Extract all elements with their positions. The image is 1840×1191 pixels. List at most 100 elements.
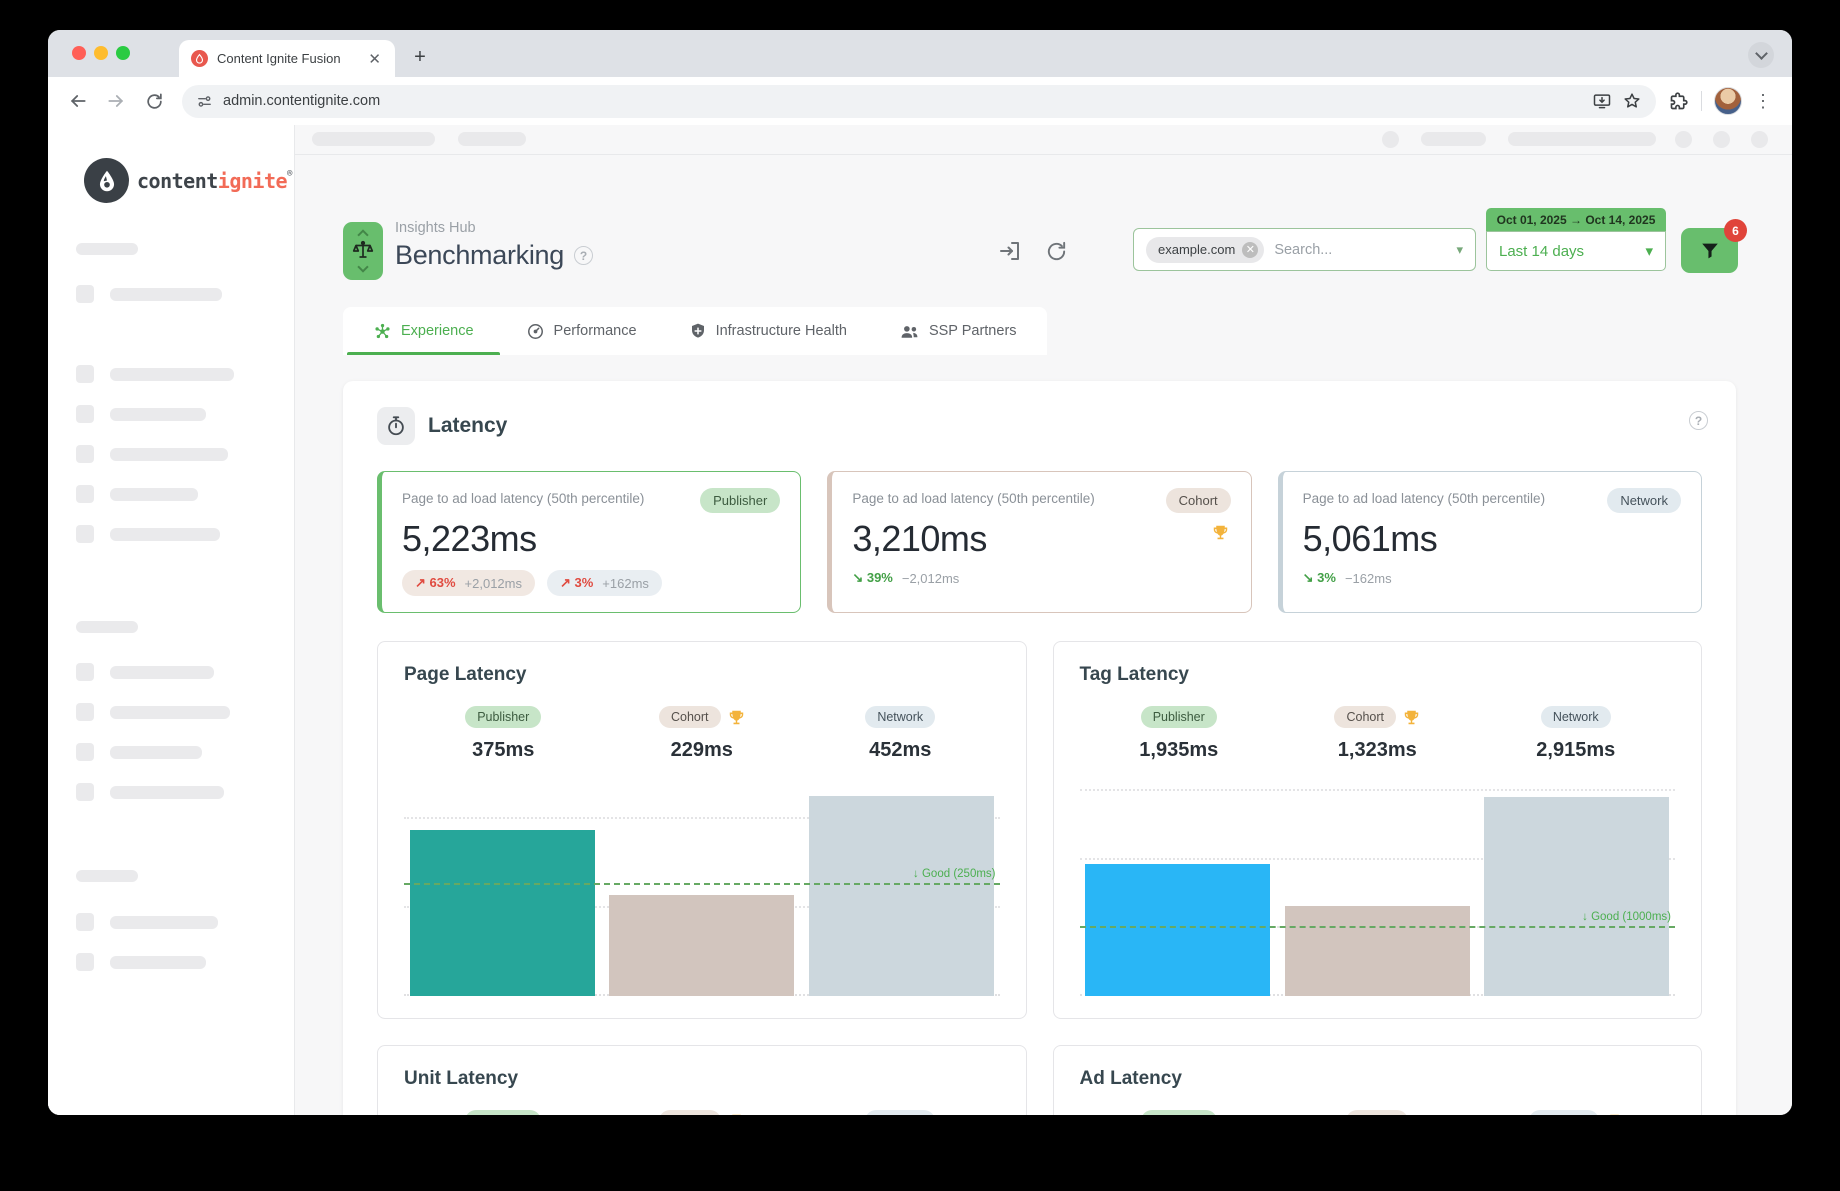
profile-avatar[interactable] <box>1714 87 1742 115</box>
metric-badge: Cohort <box>1165 488 1231 513</box>
stat-badge-wrap: Cohort <box>1334 706 1420 728</box>
tab-infrastructure-health[interactable]: Infrastructure Health <box>663 307 873 355</box>
page-help-icon[interactable]: ? <box>574 246 593 265</box>
app-logo[interactable]: contentignite® <box>84 158 292 203</box>
delta-percent: ↗ 63% <box>415 575 456 590</box>
tab-label: Performance <box>553 323 637 339</box>
bookmark-star-icon[interactable] <box>1622 91 1642 111</box>
latency-summary-card-publisher: Page to ad load latency (50th percentile… <box>377 471 802 613</box>
latency-section-card: Latency ? Page to ad load latency (50th … <box>343 381 1736 1115</box>
stopwatch-icon <box>377 407 415 445</box>
trophy-icon <box>1609 1114 1619 1115</box>
trophy-icon <box>728 1113 745 1115</box>
close-window-button[interactable] <box>72 46 86 60</box>
stat-badge-wrap: Network <box>1540 706 1611 728</box>
tab-experience[interactable]: Experience <box>347 307 500 355</box>
chart-bar-publisher <box>1085 864 1271 996</box>
delta-pill: ↘ 39% −2,012ms <box>852 570 959 586</box>
chart-card-page-latency: Page Latency Publisher 375ms Cohort 229ms Net… <box>377 641 1027 1019</box>
browser-tab[interactable]: Content Ignite Fusion ✕ <box>179 40 395 77</box>
browser-tabstrip: Content Ignite Fusion ✕ + <box>48 30 1792 77</box>
sidebar-skeleton-item <box>76 445 228 463</box>
chart-stat-network: Network 2,915ms <box>1477 706 1676 762</box>
stat-value: 1,323ms <box>1337 739 1417 761</box>
sidebar-skeleton-item <box>76 663 214 681</box>
chart-stats-row: Publisher 1,935ms Cohort 1,323ms Network 2,91… <box>1080 706 1676 762</box>
section-help-icon[interactable]: ? <box>1689 411 1708 430</box>
chevron-down-icon <box>357 261 369 273</box>
export-icon[interactable] <box>996 237 1024 265</box>
browser-window: Content Ignite Fusion ✕ + admin.contenti… <box>48 30 1792 1115</box>
tab-label: Experience <box>401 323 474 339</box>
gridline <box>404 816 1000 819</box>
metric-badge: Publisher <box>700 488 781 513</box>
site-settings-icon[interactable] <box>196 93 213 110</box>
back-button[interactable] <box>62 85 94 117</box>
metric-label: Page to ad load latency (50th percentile… <box>402 491 645 506</box>
delta-percent: ↘ 3% <box>1302 570 1336 585</box>
metric-value: 5,061ms <box>1302 518 1438 559</box>
refresh-icon[interactable] <box>1042 237 1070 265</box>
topstrip-skeleton <box>312 132 435 146</box>
toolbar-divider <box>1701 91 1702 111</box>
topstrip-skeleton <box>1751 131 1768 148</box>
zoom-window-button[interactable] <box>116 46 130 60</box>
topstrip-skeleton <box>1675 131 1692 148</box>
sidebar-skeleton-item <box>76 953 206 971</box>
tab-label: Infrastructure Health <box>715 323 847 339</box>
chart-title: Tag Latency <box>1079 664 1189 685</box>
search-input[interactable]: Search... <box>1274 241 1333 258</box>
chart-stat-network: Network1,137ms <box>1477 1110 1676 1115</box>
stat-badge: Network <box>865 706 936 728</box>
chart-card-tag-latency: Tag Latency Publisher 1,935ms Cohort 1,323ms… <box>1052 641 1702 1019</box>
gridline <box>1079 857 1675 860</box>
site-search-combobox[interactable]: example.com ✕ Search... ▾ <box>1133 228 1476 271</box>
bar-chart-plot: ↓ Good (1000ms) <box>1079 788 1675 996</box>
stat-badge: Publisher <box>1140 706 1217 728</box>
date-range-select[interactable]: Last 14 days ▾ <box>1486 231 1666 271</box>
delta-pill: ↘ 3% −162ms <box>1303 570 1392 586</box>
filter-count-badge: 6 <box>1724 219 1747 242</box>
benchmarking-scales-icon[interactable] <box>343 222 383 280</box>
trophy-icon <box>731 1114 741 1115</box>
delta-pill: ↗ 63% +2,012ms <box>402 570 535 596</box>
sidebar-skeleton-item <box>76 365 234 383</box>
sidebar-skeleton-item <box>76 743 202 761</box>
chart-stats-row: Publisher1,584msCohort1,173msNetwork1,13… <box>1080 1110 1676 1115</box>
date-range-widget: Oct 01, 2025 → Oct 14, 2025 Last 14 days… <box>1486 208 1666 271</box>
forward-button[interactable] <box>100 85 132 117</box>
latency-summary-row: Page to ad load latency (50th percentile… <box>377 471 1702 613</box>
browser-menu-icon[interactable]: ⋮ <box>1754 90 1772 111</box>
chart-stat-cohort: Cohort486ms <box>603 1110 802 1115</box>
site-favicon-icon <box>191 50 208 67</box>
minimize-window-button[interactable] <box>94 46 108 60</box>
tab-close-icon[interactable]: ✕ <box>368 50 381 68</box>
good-threshold-line <box>404 883 1000 886</box>
tab-search-button[interactable] <box>1748 42 1774 68</box>
install-app-icon[interactable] <box>1592 91 1612 111</box>
sidebar-skeleton-item <box>76 525 220 543</box>
url-bar[interactable]: admin.contentignite.com <box>182 84 1656 118</box>
stat-value: 452ms <box>869 739 932 761</box>
chevron-down-icon <box>1754 46 1768 60</box>
filter-button[interactable]: 6 <box>1681 219 1747 273</box>
section-title: Latency <box>428 414 508 437</box>
delta-percent: ↗ 3% <box>559 575 594 590</box>
stat-badge: Publisher <box>1140 1110 1217 1115</box>
metric-label: Page to ad load latency (50th percentile… <box>852 491 1095 506</box>
chip-remove-icon[interactable]: ✕ <box>1242 241 1259 258</box>
tab-performance[interactable]: Performance <box>500 307 663 355</box>
good-threshold-label: ↓ Good (250ms) <box>913 868 996 881</box>
stat-badge-wrap: Cohort <box>658 706 745 728</box>
summary-card-top: Page to ad load latency (50th percentile… <box>402 488 781 513</box>
topstrip-skeleton <box>1713 131 1730 148</box>
tab-ssp-partners[interactable]: SSP Partners <box>873 307 1043 355</box>
stat-badge-wrap: Cohort <box>658 1110 745 1115</box>
page-header: Insights Hub Benchmarking ? example.com ✕… <box>343 208 1747 282</box>
stat-badge: Network <box>865 1110 936 1115</box>
chart-title: Ad Latency <box>1079 1068 1182 1089</box>
stat-value: 375ms <box>472 739 535 761</box>
extensions-puzzle-icon[interactable] <box>1668 91 1689 112</box>
reload-button[interactable] <box>138 85 170 117</box>
new-tab-button[interactable]: + <box>414 45 426 68</box>
